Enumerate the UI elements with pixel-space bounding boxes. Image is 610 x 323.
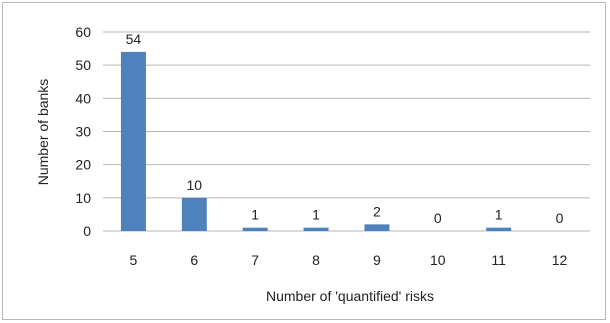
x-tick-labels: 5 6 7 8 9 10 11 12 (130, 252, 568, 268)
y-tick-label: 30 (75, 124, 91, 140)
bars (120, 51, 512, 232)
bar (242, 227, 268, 231)
data-label: 0 (556, 210, 564, 226)
data-label: 1 (495, 207, 503, 223)
bar (303, 227, 329, 231)
x-tick-label: 8 (312, 252, 320, 268)
chart-frame (2, 2, 606, 320)
data-label: 1 (312, 207, 320, 223)
data-label: 1 (251, 207, 259, 223)
bar (181, 197, 207, 231)
x-tick-label: 9 (373, 252, 381, 268)
data-label: 0 (434, 210, 442, 226)
data-label: 10 (187, 177, 203, 193)
x-tick-label: 11 (491, 252, 506, 268)
y-tick-label: 60 (75, 24, 91, 40)
y-tick-label: 0 (83, 223, 91, 239)
x-tick-label: 7 (251, 252, 259, 268)
bar (486, 227, 512, 231)
bar (120, 51, 146, 232)
x-tick-label: 5 (130, 252, 138, 268)
bar (364, 224, 390, 231)
y-tick-labels: 0 10 20 30 40 50 60 (75, 24, 91, 239)
gridlines (103, 31, 590, 232)
y-axis-title: Number of banks (35, 79, 51, 186)
data-label: 54 (126, 31, 142, 47)
y-tick-label: 50 (75, 57, 91, 73)
y-tick-label: 10 (75, 190, 91, 206)
y-tick-label: 40 (75, 90, 91, 106)
data-label: 2 (373, 203, 381, 219)
y-tick-label: 20 (75, 157, 91, 173)
x-tick-label: 6 (190, 252, 198, 268)
x-tick-label: 12 (552, 252, 568, 268)
x-axis-title: Number of 'quantified' risks (266, 288, 434, 304)
x-tick-label: 10 (430, 252, 446, 268)
